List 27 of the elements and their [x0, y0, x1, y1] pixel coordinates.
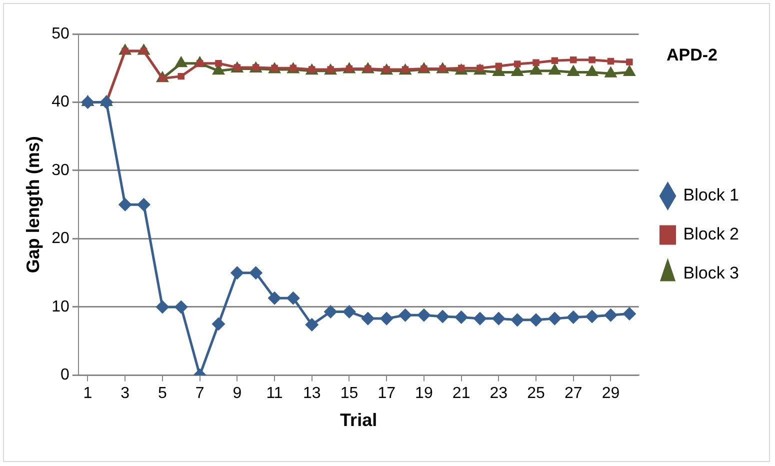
y-tick-label: 30: [52, 162, 70, 179]
legend-label: Block 2: [683, 224, 739, 244]
x-tick-label: 29: [602, 385, 620, 402]
y-tick-label: 20: [52, 230, 70, 248]
x-tick-label: 11: [266, 385, 283, 402]
legend-label: Block 3: [683, 264, 739, 283]
x-tick-label: 9: [232, 385, 242, 402]
y-tick-label: 10: [52, 298, 70, 316]
x-tick-label: 27: [564, 385, 582, 402]
x-tick-label: 1: [83, 385, 92, 402]
x-axis-title: Trial: [340, 410, 378, 430]
y-axis-title: Gap length (ms): [22, 136, 43, 274]
x-tick-label: 25: [527, 385, 546, 402]
x-tick-label: 15: [340, 385, 358, 402]
y-tick-label: 40: [52, 94, 70, 111]
text: APD-2: [666, 46, 718, 65]
x-tick-label: 21: [452, 385, 470, 402]
x-tick-label: 5: [158, 385, 167, 402]
x-tick-label: 17: [378, 385, 396, 402]
x-tick-label: 23: [490, 385, 508, 402]
x-tick-label: 7: [195, 385, 204, 402]
x-tick-label: 3: [120, 385, 130, 402]
x-tick-label: 13: [302, 385, 321, 402]
y-tick-label: 50: [52, 25, 70, 42]
x-tick-label: 19: [415, 385, 433, 402]
y-tick-label: 0: [60, 366, 70, 384]
legend-label: Block 1: [683, 186, 739, 205]
